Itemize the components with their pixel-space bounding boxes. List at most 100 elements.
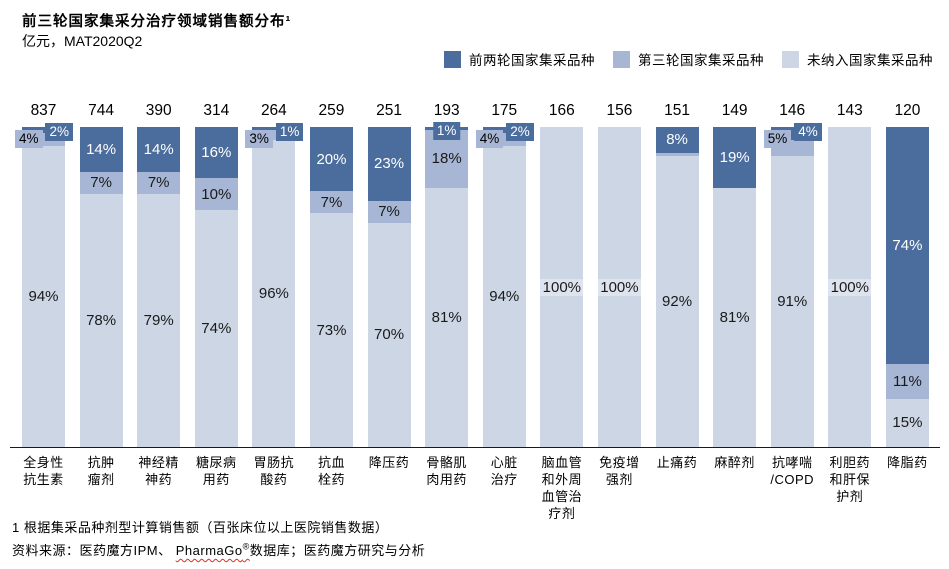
stacked-bar: 100% <box>538 127 586 447</box>
bar-column: 151 8% 92% <box>655 101 699 447</box>
stacked-bar: 1% 3% 96% <box>245 123 304 447</box>
callout-label: 3% <box>245 130 273 148</box>
x-axis-line <box>10 447 940 448</box>
bar-total-label: 837 <box>30 102 57 119</box>
legend-label: 第三轮国家集采品种 <box>638 53 764 68</box>
footnote-source-suffix: 数据库；医药魔方研究与分析 <box>249 543 426 558</box>
segment-label: 14% <box>86 140 117 158</box>
bar-total-label: 259 <box>318 102 345 119</box>
segment-round3: 7% <box>309 191 353 214</box>
segment-none: 70% <box>367 222 411 447</box>
bar-total-label: 390 <box>145 102 172 119</box>
segment-round12 <box>252 127 296 131</box>
bar-column: 314 16% 10% 74% <box>194 101 238 447</box>
segment-label: 23% <box>374 155 405 173</box>
registered-trademark-symbol: ® <box>242 541 250 552</box>
stacked-bar: 19% 81% <box>713 127 757 447</box>
bar-column: 251 23% 7% 70% <box>367 101 411 447</box>
bar-total-label: 175 <box>491 102 518 119</box>
segment-none: 91% <box>770 155 814 447</box>
segment-label: 100% <box>538 278 586 296</box>
segment-none: 73% <box>309 213 353 447</box>
bar-column: 390 14% 7% 79% <box>137 101 181 447</box>
segment-label: 91% <box>777 292 808 310</box>
category-label: 全身性 抗生素 <box>23 455 64 487</box>
bar-total-label: 251 <box>376 102 402 119</box>
segment-round12: 74% <box>885 127 929 364</box>
category-label: 降脂药 <box>887 455 928 470</box>
segment-label: 81% <box>719 308 750 326</box>
stacked-bar: 4% 5% 91% <box>763 123 822 447</box>
legend-item-round3: 第三轮国家集采品种 <box>613 49 764 69</box>
stacked-bar: 100% <box>826 127 873 447</box>
stacked-bar: 14% 7% 78% <box>79 127 123 447</box>
segment-round3: 7% <box>137 171 181 195</box>
legend-swatch-dark <box>444 50 461 68</box>
segment-label: 94% <box>489 288 520 306</box>
callout-label: 1% <box>275 123 304 141</box>
segment-label: 73% <box>316 321 347 339</box>
bar-total-label: 143 <box>836 102 863 119</box>
stacked-bar: 16% 10% 74% <box>194 127 238 447</box>
segment-label: 96% <box>258 284 289 302</box>
category-label: 免疫增 强剂 <box>599 455 640 487</box>
segment-none: 94% <box>22 146 65 447</box>
segment-none: 74% <box>194 210 238 447</box>
segment-label: 14% <box>143 140 174 158</box>
callout-label: 1% <box>432 122 461 140</box>
callout-label: 2% <box>506 123 534 141</box>
category-label: 利胆药 和肝保 护剂 <box>829 455 871 504</box>
category-label: 抗肿 瘤剂 <box>87 455 115 487</box>
segment-round3: 10% <box>194 178 238 211</box>
footnote-source-prefix: 资料来源：医药魔方IPM、 <box>12 543 176 558</box>
segment-round12: 19% <box>713 127 757 188</box>
segment-label: 94% <box>28 288 59 306</box>
segment-round12 <box>482 127 526 134</box>
bar-column: 143 100% <box>826 101 873 447</box>
legend-item-none: 未纳入国家集采品种 <box>782 49 933 69</box>
category-label: 止痛药 <box>656 455 698 470</box>
chart-legend: 前两轮国家集采品种 第三轮国家集采品种 未纳入国家集采品种 <box>444 49 933 69</box>
segment-none: 100% <box>538 127 586 447</box>
segment-round12: 20% <box>309 127 353 191</box>
bar-total-label: 149 <box>721 102 748 119</box>
segment-round12: 14% <box>137 127 181 172</box>
category-label: 骨骼肌 肉用药 <box>426 455 467 487</box>
segment-label: 92% <box>662 292 693 310</box>
bar-column: 149 19% 81% <box>713 101 757 447</box>
segment-label: 79% <box>143 312 174 330</box>
callout-label: 4% <box>794 123 822 141</box>
bar-columns: 837 2% 4% 94% 744 14% 7% 78% 390 14% 7% 79% 314 16% 10… <box>15 101 929 447</box>
segment-label: 7% <box>320 193 343 211</box>
callout-label: 4% <box>15 130 43 148</box>
segment-label: 81% <box>431 308 462 326</box>
segment-label: 7% <box>147 174 170 192</box>
stacked-bar: 8% 92% <box>655 127 699 447</box>
segment-none: 81% <box>713 187 757 447</box>
segment-label: 74% <box>892 236 923 254</box>
segment-none: 94% <box>482 146 526 447</box>
legend-label: 未纳入国家集采品种 <box>807 53 933 68</box>
stacked-bar: 74% 11% 15% <box>885 127 929 447</box>
segment-label: 19% <box>719 148 750 166</box>
chart-subtitle: 亿元，MAT2020Q2 <box>22 33 143 49</box>
segment-label: 78% <box>86 312 117 330</box>
segment-label: 7% <box>90 174 112 192</box>
callout-label: 2% <box>45 123 73 141</box>
bar-total-label: 264 <box>260 102 287 119</box>
segment-label: 7% <box>378 203 400 221</box>
stacked-bar: 23% 7% 70% <box>367 127 411 447</box>
segment-none: 79% <box>137 194 181 447</box>
bar-column: 120 74% 11% 15% <box>885 101 929 447</box>
segment-none: 100% <box>826 127 873 447</box>
bar-column: 193 1% 18% 81% <box>425 101 469 447</box>
category-label: 抗血 栓药 <box>317 455 345 487</box>
category-labels: 全身性 抗生素 抗肿 瘤剂 神经精 神药 糖尿病 用药 胃肠抗 酸药 抗血 栓药 降压药 骨骼… <box>15 454 936 522</box>
category-label: 心脏 治疗 <box>490 455 518 487</box>
bar-total-label: 166 <box>548 102 575 119</box>
segment-label: 70% <box>374 326 405 344</box>
bar-column: 837 2% 4% 94% <box>15 101 73 447</box>
legend-label: 前两轮国家集采品种 <box>469 53 595 68</box>
bar-total-label: 156 <box>606 102 633 119</box>
footnote-source: 资料来源：医药魔方IPM、 PharmaGo®数据库；医药魔方研究与分析 <box>12 540 425 559</box>
